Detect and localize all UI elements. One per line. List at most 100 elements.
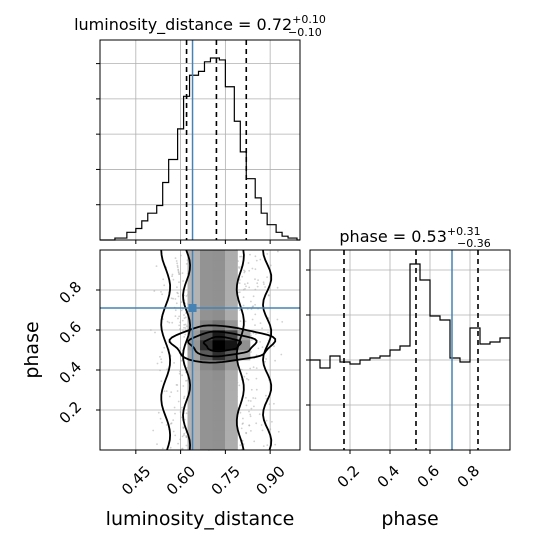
sample-point [265, 419, 268, 422]
density-cell [200, 420, 213, 431]
density-cell [187, 360, 201, 371]
density-cell [212, 400, 226, 411]
density-contour-0 [160, 249, 172, 451]
sample-point [156, 443, 158, 445]
density-cell [187, 290, 201, 301]
sample-point [168, 395, 171, 398]
sample-point [185, 379, 187, 382]
joint-truth-marker [188, 304, 197, 312]
sample-point [160, 291, 162, 293]
sample-point [242, 288, 245, 291]
sample-point [185, 436, 188, 438]
sample-point [264, 360, 266, 363]
density-cell [187, 380, 201, 391]
sample-point [183, 336, 186, 338]
sample-point [177, 295, 180, 298]
density-contour-3 [262, 249, 273, 451]
sample-point [181, 435, 184, 438]
sample-point [168, 321, 171, 324]
sample-point [249, 253, 251, 256]
sample-point [183, 326, 185, 329]
sample-point [176, 266, 179, 269]
sample-point [176, 384, 179, 386]
density-cell [225, 410, 238, 421]
density-ring-1 [187, 330, 258, 358]
density-ring-0 [202, 335, 242, 353]
sample-point [255, 388, 258, 391]
x-axis-label-phase: phase [381, 508, 438, 530]
sample-point [176, 264, 179, 267]
sample-point [159, 355, 161, 358]
sample-point [276, 318, 279, 321]
sample-point [173, 362, 176, 364]
sample-point [261, 327, 263, 330]
luminosity-distance-histogram [100, 57, 300, 241]
density-cell [212, 360, 226, 371]
sample-point [239, 411, 242, 414]
sample-point [248, 410, 250, 413]
density-cell [200, 370, 213, 381]
sample-point [254, 397, 257, 400]
density-cell [200, 280, 213, 291]
density-cell [200, 430, 213, 441]
density-cell [212, 430, 226, 441]
density-cell [212, 350, 226, 361]
density-cell [212, 390, 226, 401]
density-cell [212, 250, 226, 261]
sample-point [180, 359, 183, 362]
sample-point [255, 367, 258, 369]
sample-point [274, 359, 276, 362]
sample-point [253, 405, 255, 408]
sample-point [180, 301, 183, 303]
sample-point [181, 406, 183, 409]
density-cell [200, 440, 213, 451]
sample-point [173, 406, 176, 409]
density-contours [160, 249, 277, 451]
luminosity-distance-title-value: 0.72 [257, 15, 293, 34]
sample-point [250, 388, 253, 391]
sample-point [250, 407, 253, 410]
bl-ytick-label-3: 0.8 [56, 278, 86, 308]
sample-point [179, 321, 182, 324]
sample-point [169, 446, 172, 449]
sample-point [179, 328, 181, 330]
sample-point [182, 280, 185, 282]
sample-point [184, 316, 187, 319]
sample-point [255, 377, 258, 380]
sample-point [179, 438, 182, 441]
sample-point [159, 369, 162, 372]
density-cell [212, 280, 226, 291]
sample-point [256, 282, 259, 285]
sample-point [249, 400, 252, 402]
phase-title-param: phase [339, 227, 387, 246]
sample-point [153, 290, 156, 292]
density-cell [225, 370, 238, 381]
sample-point [182, 385, 185, 387]
bl-xtick-label-0: 0.45 [118, 462, 154, 498]
sample-point [267, 331, 269, 334]
sample-point [184, 327, 187, 329]
density-cell [225, 300, 238, 311]
phase-title-value: 0.53 [411, 227, 447, 246]
sample-point [245, 404, 248, 407]
density-cell [200, 250, 213, 261]
density-cell [225, 440, 238, 451]
sample-point [183, 418, 186, 421]
density-cell [200, 310, 213, 321]
density-cell [187, 430, 201, 441]
sample-point [241, 423, 244, 425]
sample-point [238, 282, 241, 285]
sample-point [177, 269, 180, 272]
density-cell [225, 400, 238, 411]
sample-point [185, 325, 188, 328]
br-xtick-label-2: 0.6 [414, 462, 444, 492]
phase-histogram [310, 263, 510, 369]
sample-point [250, 300, 252, 303]
density-ring-2 [168, 324, 277, 364]
density-cell [225, 250, 238, 261]
sample-point [271, 420, 273, 423]
density-cell [225, 430, 238, 441]
luminosity-distance-marginal-panel: luminosity_distance = 0.72+0.10 −0.10 [74, 13, 326, 244]
sample-point [178, 324, 181, 327]
